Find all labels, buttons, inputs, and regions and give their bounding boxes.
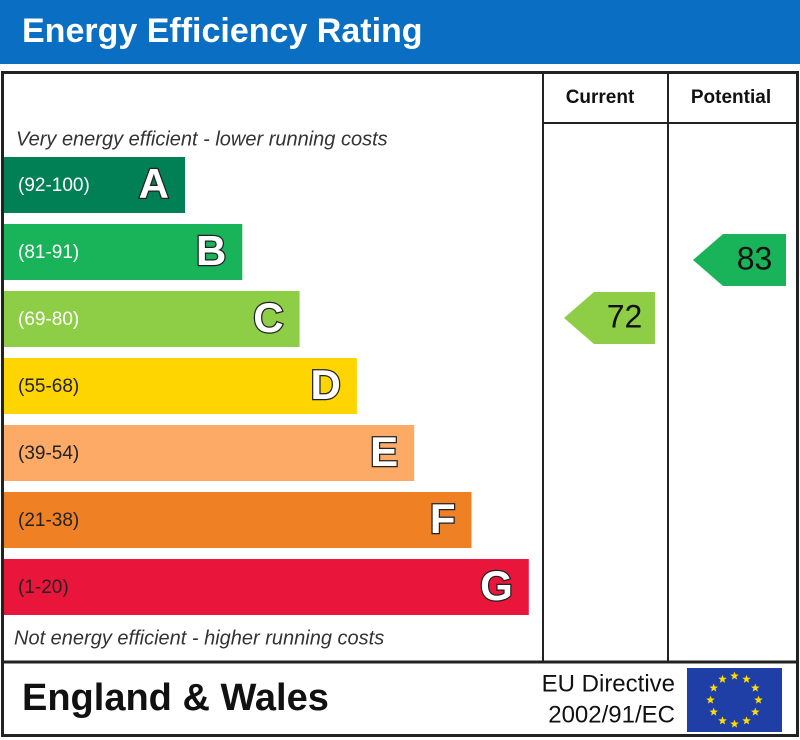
rating-arrow xyxy=(564,292,655,344)
eu-star xyxy=(706,695,715,704)
column-header: Current xyxy=(566,87,635,108)
eu-star xyxy=(718,716,727,725)
title-bar xyxy=(0,0,800,64)
region: England & Wales xyxy=(22,677,329,719)
eu-star xyxy=(709,707,718,716)
rating-value: 83 xyxy=(737,240,773,276)
directive: 2002/91/EC xyxy=(548,701,675,728)
column-header: Potential xyxy=(691,87,771,108)
directive: EU Directive xyxy=(542,670,675,697)
rating-value: 72 xyxy=(607,298,643,334)
band-bar xyxy=(4,291,300,347)
band-range: (81-91) xyxy=(18,242,79,263)
band-letter: G xyxy=(480,562,513,609)
eu-star xyxy=(718,674,727,683)
bottom-note: Not energy efficient - higher running co… xyxy=(14,627,384,649)
band-range: (92-100) xyxy=(18,175,90,196)
band-bar xyxy=(4,358,357,414)
band-bar xyxy=(4,224,243,280)
eu-star xyxy=(742,716,751,725)
rating-arrow xyxy=(693,234,786,286)
title: Energy Efficiency Rating xyxy=(22,12,423,50)
band-range: (21-38) xyxy=(18,510,79,531)
band-range: (69-80) xyxy=(18,309,79,330)
eu-star xyxy=(751,707,760,716)
eu-star xyxy=(742,674,751,683)
eu-star xyxy=(754,695,763,704)
band-letter: E xyxy=(370,428,398,475)
eu-star xyxy=(751,683,760,692)
band-bar xyxy=(4,157,185,213)
eu-star xyxy=(730,719,739,728)
band-bar xyxy=(4,492,472,548)
eu-star xyxy=(709,683,718,692)
eu-stars xyxy=(706,671,763,728)
band-letter: C xyxy=(253,294,283,341)
band-letter: D xyxy=(311,361,341,408)
band-letter: B xyxy=(196,227,226,274)
band-letter: A xyxy=(139,160,169,207)
band-range: (55-68) xyxy=(18,376,79,397)
band-range: (39-54) xyxy=(18,443,79,464)
band-letter: F xyxy=(430,495,456,542)
band-bar xyxy=(4,425,415,481)
top-note: Very energy efficient - lower running co… xyxy=(16,128,388,150)
band-bar xyxy=(4,559,529,615)
eu-star xyxy=(730,671,739,680)
frame xyxy=(1,71,799,737)
band-range: (1-20) xyxy=(18,577,69,598)
